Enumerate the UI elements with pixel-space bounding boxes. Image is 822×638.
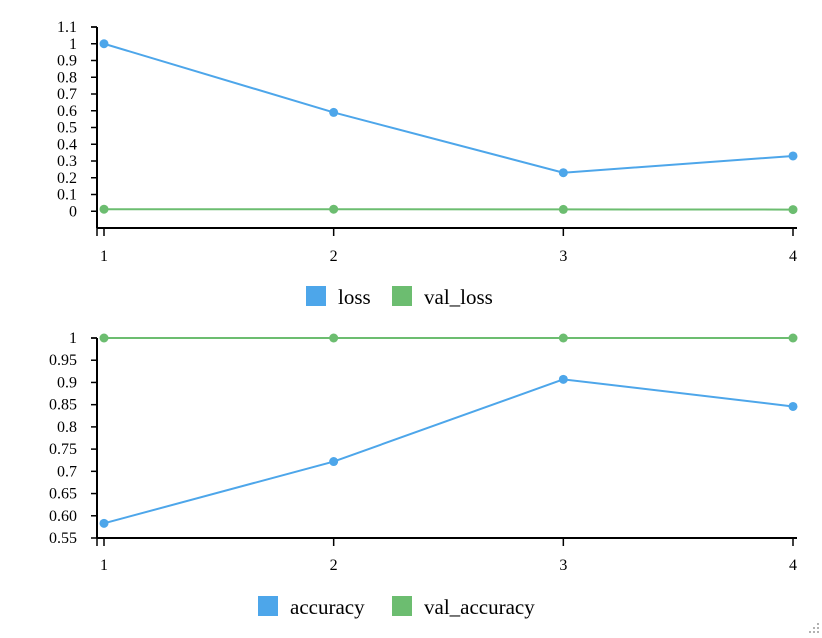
x-tick-label: 4 <box>789 248 797 265</box>
y-tick-label: 0.3 <box>57 153 77 170</box>
y-tick-label: 1 <box>69 330 77 347</box>
y-tick-label: 0.7 <box>57 86 77 103</box>
data-point-val_loss[interactable] <box>788 205 798 215</box>
data-point-val_accuracy[interactable] <box>99 333 109 343</box>
data-point-val_accuracy[interactable] <box>329 333 339 343</box>
legend-label: loss <box>338 285 371 309</box>
resize-grip-icon[interactable] <box>804 620 820 636</box>
y-tick-label: 1 <box>69 36 77 53</box>
legend-label: val_accuracy <box>424 595 535 619</box>
x-tick-label: 1 <box>100 248 108 265</box>
y-tick-label: 0.6 <box>57 103 77 120</box>
legend-swatch <box>392 596 412 616</box>
chart-1: 00.10.20.30.40.50.60.70.80.911.11 2 3 4loss… <box>57 19 798 309</box>
y-tick-label: 0.2 <box>57 170 77 187</box>
data-point-accuracy[interactable] <box>788 401 798 411</box>
y-tick-label: 1.1 <box>57 19 77 36</box>
x-tick-label: 3 <box>559 248 567 265</box>
legend-item-accuracy[interactable]: accuracy <box>258 595 365 619</box>
y-tick-label: 0.65 <box>49 486 77 503</box>
data-point-val_accuracy[interactable] <box>788 333 798 343</box>
x-tick-label: 1 <box>100 557 108 574</box>
y-tick-label: 0.8 <box>57 69 77 86</box>
legend-item-loss[interactable]: loss <box>306 285 371 309</box>
legend-item-val_accuracy[interactable]: val_accuracy <box>392 595 535 619</box>
legend-swatch <box>258 596 278 616</box>
legend-item-val_loss[interactable]: val_loss <box>392 285 493 309</box>
y-tick-label: 0.9 <box>57 374 77 391</box>
y-tick-label: 0.8 <box>57 419 77 436</box>
y-tick-label: 0 <box>69 203 77 220</box>
data-point-accuracy[interactable] <box>99 518 109 528</box>
data-point-loss[interactable] <box>99 39 109 49</box>
data-point-loss[interactable] <box>329 107 339 117</box>
y-tick-label: 0.55 <box>49 530 77 547</box>
legend-label: accuracy <box>290 595 365 619</box>
y-tick-label: 0.95 <box>49 352 77 369</box>
series-line-accuracy <box>103 378 794 525</box>
data-point-val_loss[interactable] <box>99 204 109 214</box>
y-tick-label: 0.85 <box>49 397 77 414</box>
x-tick-label: 2 <box>330 248 338 265</box>
y-tick-label: 0.4 <box>57 136 77 153</box>
series-line-loss <box>103 42 794 174</box>
chart-2: 0.55 0.60 0.65 0.7 0.75 0.8 0.85 0.9 0.95 1 1 2 3 4 ac… <box>49 330 798 619</box>
data-point-val_loss[interactable] <box>329 204 339 214</box>
y-tick-label: 0.1 <box>57 187 77 204</box>
data-point-accuracy[interactable] <box>329 457 339 467</box>
y-tick-label: 0.5 <box>57 120 77 137</box>
x-tick-label: 3 <box>559 557 567 574</box>
legend-swatch <box>306 286 326 306</box>
x-tick-label: 2 <box>330 557 338 574</box>
data-point-loss[interactable] <box>788 151 798 161</box>
legend-label: val_loss <box>424 285 493 309</box>
data-point-val_accuracy[interactable] <box>558 333 568 343</box>
data-point-accuracy[interactable] <box>558 374 568 384</box>
data-point-val_loss[interactable] <box>558 204 568 214</box>
legend-swatch <box>392 286 412 306</box>
x-tick-label: 4 <box>789 557 797 574</box>
y-tick-label: 0.7 <box>57 463 77 480</box>
y-tick-label: 0.60 <box>49 508 77 525</box>
y-tick-label: 0.75 <box>49 441 77 458</box>
y-tick-label: 0.9 <box>57 53 77 70</box>
data-point-loss[interactable] <box>558 168 568 178</box>
